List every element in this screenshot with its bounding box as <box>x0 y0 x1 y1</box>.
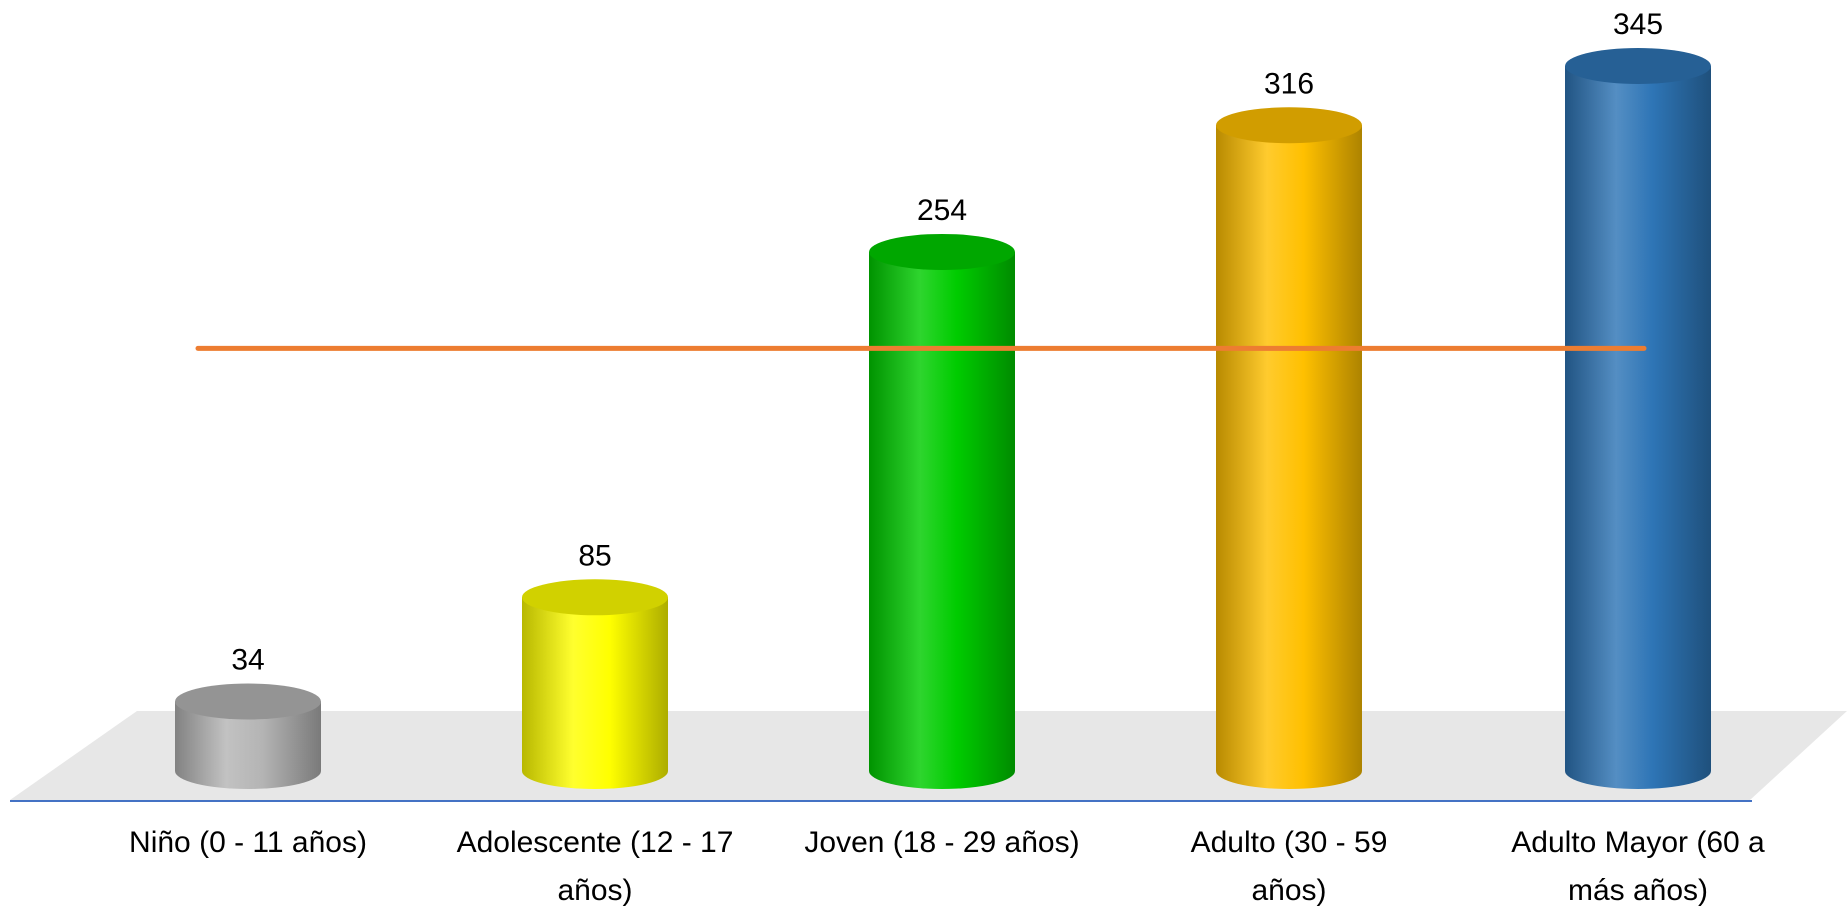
bar-3 <box>1216 107 1362 790</box>
data-labels-group: 34 85 254 316 345 <box>231 8 1663 677</box>
data-label-0: 34 <box>231 644 264 677</box>
bar-top-1 <box>522 579 668 616</box>
bar-top-2 <box>869 233 1015 270</box>
category-label-0-line-0: Niño (0 - 11 años) <box>129 826 367 859</box>
bar-body-2 <box>869 251 1015 789</box>
bar-top-4 <box>1565 48 1711 84</box>
category-label-2-line-0: Joven (18 - 29 años) <box>804 826 1079 859</box>
bar-body-4 <box>1565 66 1711 789</box>
bar-2 <box>869 233 1015 789</box>
category-label-4-line-1: más años) <box>1568 874 1708 907</box>
category-labels-group: Niño (0 - 11 años) Adolescente (12 - 17 añ… <box>129 826 1765 907</box>
bars-group <box>175 48 1711 790</box>
data-label-2: 254 <box>917 194 967 227</box>
data-label-3: 316 <box>1264 67 1314 100</box>
bar-body-1 <box>522 597 668 789</box>
bar-top-3 <box>1216 107 1362 144</box>
bar-body-3 <box>1216 125 1362 790</box>
category-label-1-line-1: años) <box>557 874 632 907</box>
bar-body-0 <box>175 701 321 789</box>
bar-4 <box>1565 48 1711 789</box>
category-label-4-line-0: Adulto Mayor (60 a <box>1511 826 1765 859</box>
data-label-1: 85 <box>578 539 611 572</box>
data-label-4: 345 <box>1613 8 1663 41</box>
category-label-3-line-1: años) <box>1251 874 1326 907</box>
category-label-3-line-0: Adulto (30 - 59 <box>1191 826 1388 859</box>
bar-1 <box>522 579 668 789</box>
category-label-1-line-0: Adolescente (12 - 17 <box>457 826 734 859</box>
bar-top-0 <box>175 683 321 720</box>
bar-0 <box>175 683 321 789</box>
